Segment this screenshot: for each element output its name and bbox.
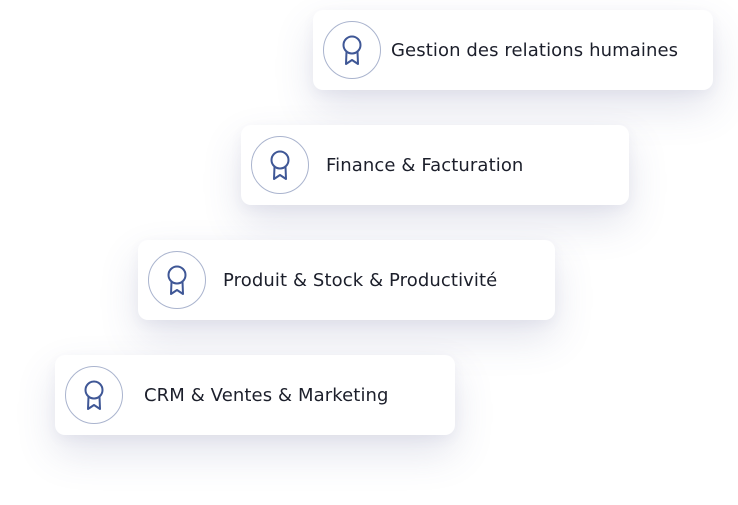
award-badge (148, 251, 206, 309)
award-ribbon-icon (167, 265, 187, 295)
feature-label: Gestion des relations humaines (391, 39, 679, 61)
feature-label: Produit & Stock & Productivité (223, 269, 498, 291)
feature-card-product[interactable]: Produit & Stock & Productivité (138, 240, 555, 320)
feature-card-finance[interactable]: Finance & Facturation (241, 125, 629, 205)
award-badge (323, 21, 381, 79)
award-badge (251, 136, 309, 194)
feature-card-crm[interactable]: CRM & Ventes & Marketing (55, 355, 455, 435)
award-badge (65, 366, 123, 424)
feature-card-hr[interactable]: Gestion des relations humaines (313, 10, 713, 90)
award-ribbon-icon (270, 150, 290, 180)
feature-label: CRM & Ventes & Marketing (144, 384, 389, 406)
feature-label: Finance & Facturation (326, 154, 524, 176)
award-ribbon-icon (342, 35, 362, 65)
award-ribbon-icon (84, 380, 104, 410)
